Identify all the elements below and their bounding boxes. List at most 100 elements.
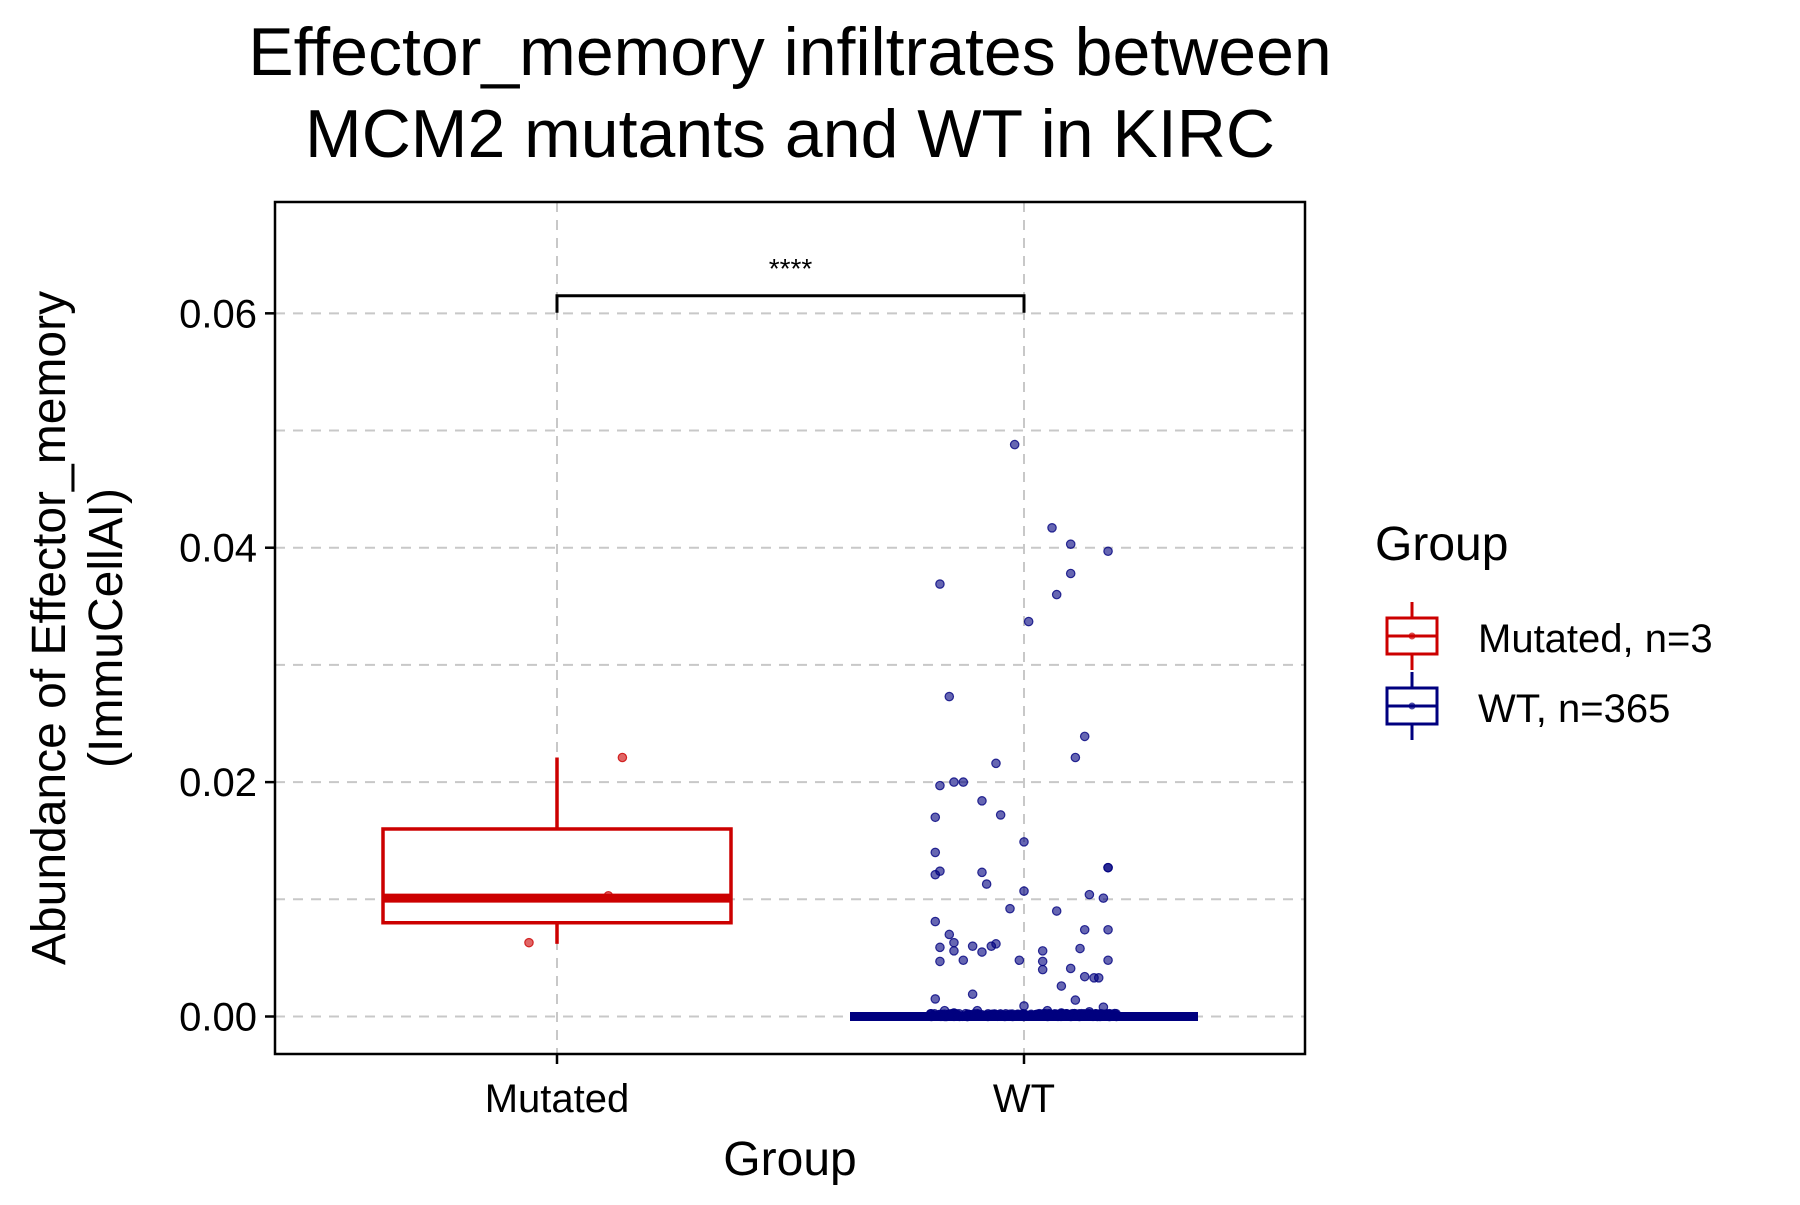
data-point (1079, 971, 1090, 982)
data-point (1065, 539, 1076, 550)
data-point (935, 579, 945, 589)
data-point (1043, 1010, 1054, 1020)
axes: 0.00 0.02 0.04 0.06 Mutated WT (179, 292, 1055, 1121)
data-point (1031, 1011, 1042, 1021)
data-point (991, 758, 1001, 769)
data-point (958, 777, 969, 787)
data-point (930, 916, 941, 927)
data-point (945, 1010, 955, 1021)
data-point (1070, 995, 1081, 1005)
data-point (930, 994, 941, 1004)
data-point (1056, 981, 1067, 991)
data-point (1023, 616, 1034, 627)
data-point (1009, 439, 1020, 450)
data-point (933, 1011, 944, 1021)
data-point (1037, 956, 1048, 967)
legend-label-wt: WT, n=365 (1478, 687, 1670, 731)
data-point (1103, 546, 1113, 557)
data-point (977, 947, 987, 957)
y-axis-tick-label: 0.02 (179, 761, 257, 805)
plot-panel-border (273, 200, 1307, 1056)
data-point (524, 937, 534, 948)
y-axis-tick-label: 0.06 (179, 292, 257, 336)
box-plots (381, 757, 1198, 1021)
box-iqr (381, 827, 733, 925)
legend-keys (1385, 602, 1439, 740)
data-point (1084, 889, 1095, 900)
data-point (977, 796, 987, 806)
data-point (935, 956, 945, 967)
data-point (981, 879, 992, 889)
x-axis-title: Group (723, 1133, 856, 1186)
data-point (967, 989, 978, 1000)
legend-label-mutated: Mutated, n=3 (1478, 617, 1713, 661)
x-axis-tick-label: WT (993, 1077, 1055, 1121)
data-point (1047, 522, 1057, 533)
data-point (1051, 589, 1062, 600)
y-axis-title-line-2: (ImmuCellAI) (80, 488, 133, 768)
legend-key-point (1408, 702, 1416, 710)
data-point (1103, 924, 1113, 935)
data-point (930, 812, 941, 823)
data-point (949, 946, 959, 956)
data-point (1051, 906, 1062, 916)
data-point (1075, 943, 1085, 954)
data-point (983, 1011, 993, 1022)
data-point (1005, 903, 1015, 914)
data-point (958, 955, 969, 966)
significance-label: **** (769, 253, 813, 284)
data-point (970, 1010, 981, 1020)
data-point (1086, 1009, 1097, 1020)
data-point (1019, 1001, 1029, 1011)
y-axis-title: Abundance of Effector_memory (ImmuCellAI… (23, 291, 133, 965)
data-point (1098, 893, 1109, 903)
data-point (949, 777, 959, 787)
y-axis-title-line-1: Abundance of Effector_memory (23, 291, 76, 965)
grid-lines (275, 202, 1305, 1054)
data-point (967, 941, 978, 951)
data-point (1103, 862, 1113, 873)
data-point (1007, 1011, 1018, 1022)
data-point (986, 941, 997, 951)
data-point (1103, 955, 1113, 966)
data-point (1014, 955, 1025, 966)
legend-key-mutated (1385, 602, 1439, 670)
data-point (977, 867, 987, 878)
data-point (935, 780, 945, 791)
chart-title-line-1: Effector_memory infiltrates between (248, 14, 1331, 90)
legend-key-wt (1385, 672, 1439, 740)
data-point (930, 869, 941, 880)
data-point (1057, 1008, 1068, 1019)
data-point (1079, 924, 1090, 935)
legend: Group Mutated, n=3 WT, n=365 (1375, 518, 1713, 740)
data-point (1037, 946, 1048, 956)
data-point (603, 890, 614, 901)
data-point (1019, 886, 1029, 896)
data-point (1019, 837, 1029, 847)
data-point (944, 691, 955, 702)
data-point (1111, 1011, 1122, 1022)
data-point (1065, 568, 1076, 579)
y-axis-tick-label: 0.00 (179, 995, 257, 1039)
data-point (1093, 973, 1104, 983)
significance-bracket (555, 294, 1026, 313)
data-point (1065, 963, 1076, 974)
box-mutated (381, 757, 733, 944)
data-point (930, 847, 941, 858)
data-point (944, 929, 955, 940)
legend-title: Group (1375, 518, 1508, 571)
chart-title: Effector_memory infiltrates between MCM2… (248, 14, 1331, 172)
data-points (524, 439, 1122, 1022)
data-point (617, 752, 628, 763)
data-point (1037, 964, 1048, 975)
y-axis-tick-label: 0.04 (179, 527, 257, 571)
data-point (949, 937, 959, 948)
significance-annotation: **** (555, 253, 1026, 313)
chart-title-line-2: MCM2 mutants and WT in KIRC (305, 96, 1275, 172)
data-point (1017, 1009, 1028, 1019)
data-point (995, 810, 1006, 820)
legend-key-point (1408, 632, 1416, 640)
data-point (935, 942, 945, 953)
